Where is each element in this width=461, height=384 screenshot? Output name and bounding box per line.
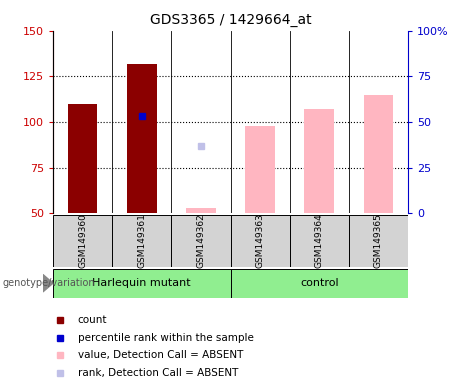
Text: value, Detection Call = ABSENT: value, Detection Call = ABSENT (78, 350, 243, 360)
Text: percentile rank within the sample: percentile rank within the sample (78, 333, 254, 343)
Bar (53, 269, 230, 298)
Bar (112, 215, 171, 267)
Polygon shape (43, 275, 53, 292)
Bar (230, 215, 290, 267)
Text: count: count (78, 315, 107, 325)
Bar (68, 104, 97, 213)
Text: GSM149364: GSM149364 (315, 214, 324, 268)
Text: GSM149361: GSM149361 (137, 214, 146, 268)
Text: genotype/variation: genotype/variation (2, 278, 95, 288)
Text: GSM149365: GSM149365 (374, 214, 383, 268)
Text: rank, Detection Call = ABSENT: rank, Detection Call = ABSENT (78, 368, 238, 378)
Bar (127, 64, 157, 213)
Bar (53, 215, 112, 267)
Text: GSM149360: GSM149360 (78, 214, 87, 268)
Text: GSM149362: GSM149362 (196, 214, 206, 268)
Bar (304, 109, 334, 213)
Bar (171, 215, 230, 267)
Bar (186, 208, 216, 213)
Bar (230, 269, 408, 298)
Text: control: control (300, 278, 338, 288)
Text: GSM149363: GSM149363 (255, 214, 265, 268)
Bar (245, 126, 275, 213)
Bar (364, 94, 393, 213)
Bar (290, 215, 349, 267)
Title: GDS3365 / 1429664_at: GDS3365 / 1429664_at (150, 13, 311, 27)
Bar (349, 215, 408, 267)
Text: Harlequin mutant: Harlequin mutant (93, 278, 191, 288)
